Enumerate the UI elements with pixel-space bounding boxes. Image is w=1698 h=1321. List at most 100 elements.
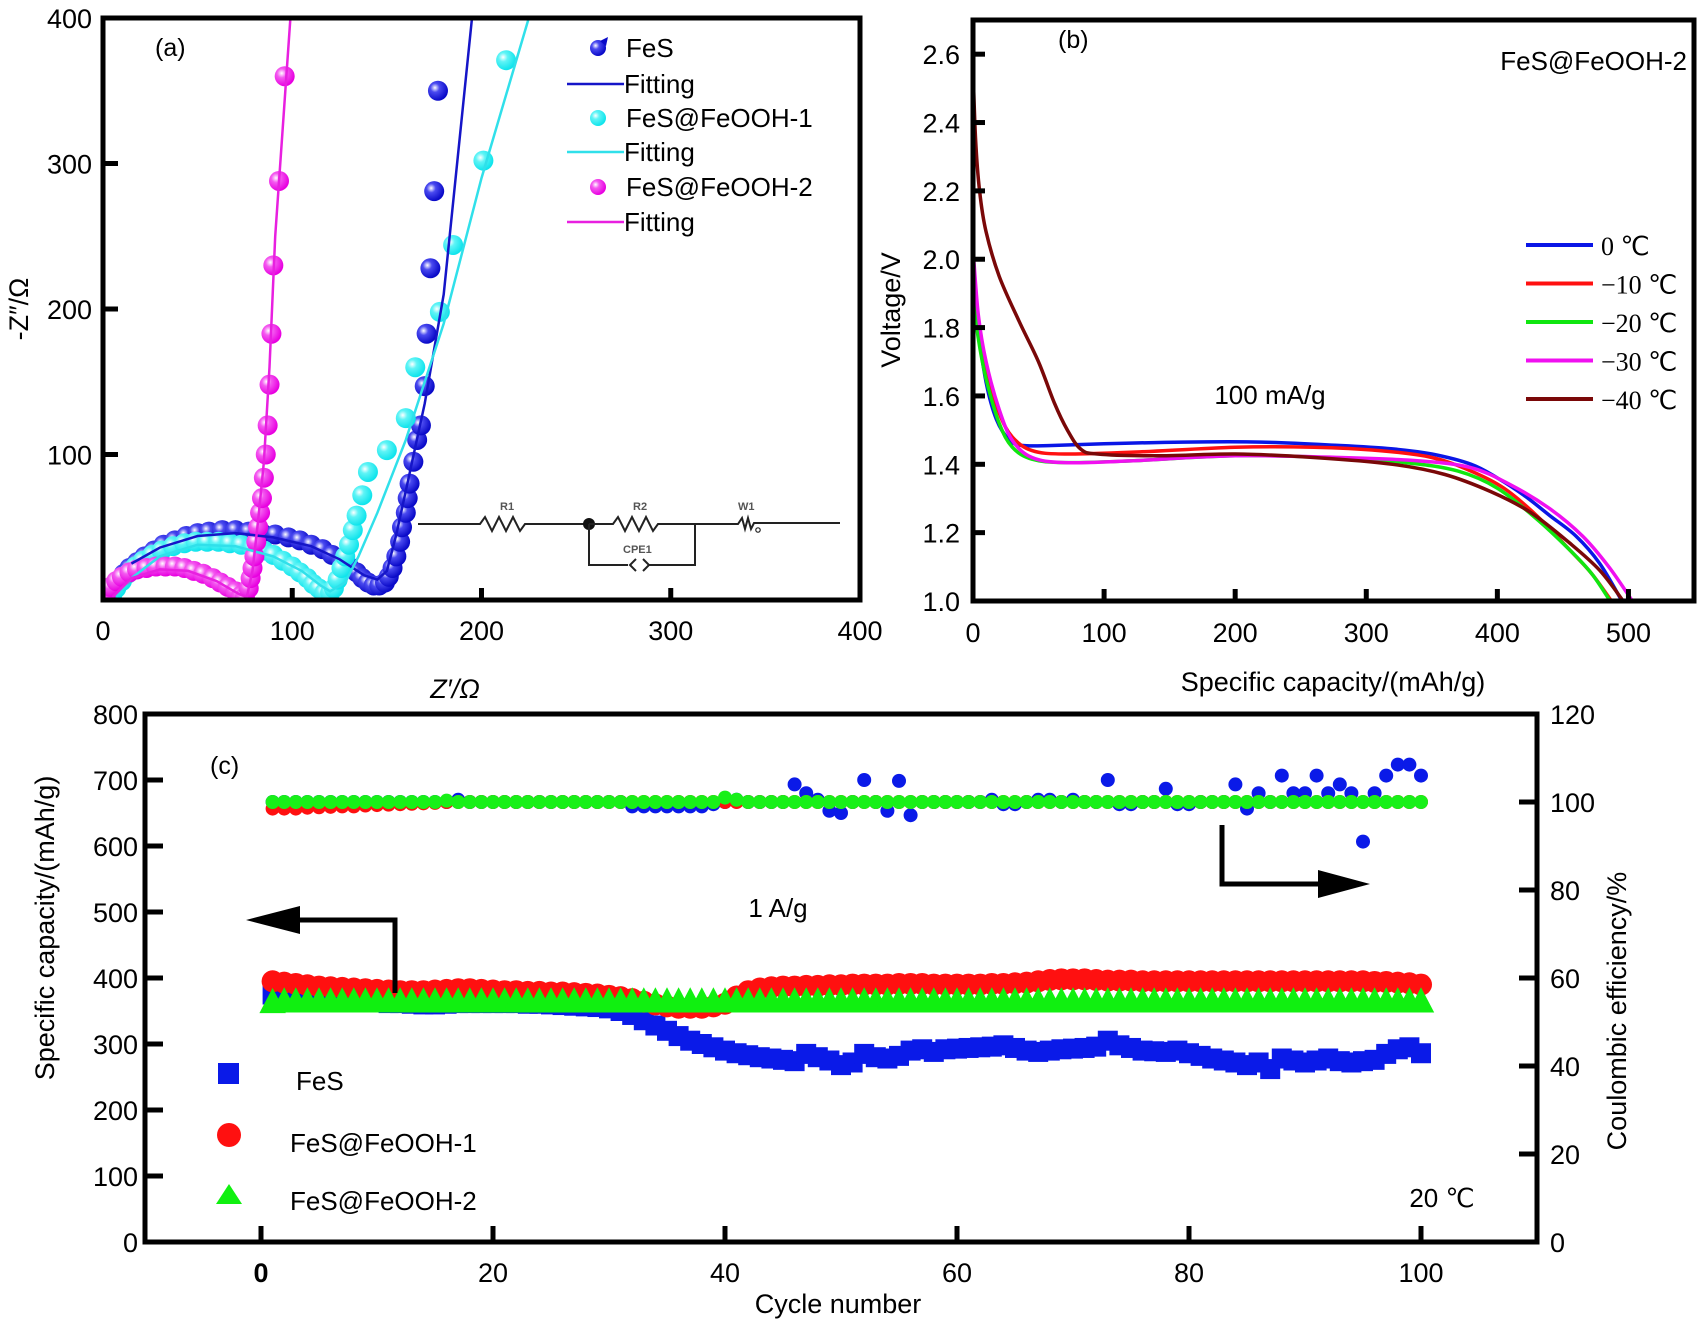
legend-marker-feooh2 [590,179,606,195]
data-point [834,806,848,820]
series-fes-feooh-1 [103,50,517,600]
data-point [1008,795,1022,809]
data-point [1019,795,1034,809]
panel-c-ylabel: Specific capacity/(mAh/g) [30,776,60,1081]
circuit-wire-cpe [588,524,696,572]
data-point [251,488,272,509]
data-point [1263,795,1278,809]
discharge-curve-40 [973,67,1625,601]
y-tick-label: 300 [93,1030,138,1060]
y-tick-label: 600 [93,832,138,862]
panel-b-label: (b) [1058,26,1089,54]
panel-c-rate-annotation: 1 A/g [748,893,807,923]
panel-b-ylabel: Voltage/V [876,252,906,368]
data-point [399,473,420,494]
data-point [404,795,419,809]
data-point [1274,795,1289,809]
data-point [474,795,489,809]
data-point [810,795,825,809]
right-axis-arrow [1219,825,1370,898]
data-point [660,795,674,809]
data-point [752,795,767,809]
panel-c-label: (c) [210,752,239,780]
discharge-curve-30 [973,248,1634,601]
data-point [868,795,883,809]
data-point [255,444,276,465]
legend-marker-fes [590,37,608,56]
legend-label-feooh2: FeS@FeOOH-2 [626,172,813,202]
data-point [323,795,338,809]
data-point [370,795,384,809]
y-tick-label: 800 [93,700,138,730]
data-point [555,795,570,809]
y-tick-label: 200 [47,295,92,325]
data-point [1158,795,1173,809]
y2-tick-label: 80 [1550,876,1580,906]
panel-a-xlabel: Z′/Ω [429,674,480,704]
data-point [1414,768,1428,783]
data-point [1332,795,1347,809]
y-tick-label: 400 [93,964,138,994]
data-point [509,795,524,809]
data-point [776,795,790,809]
data-point [1240,795,1254,809]
y-tick-label: 1.4 [922,450,960,480]
data-point [950,795,964,809]
data-point [1124,795,1138,809]
legend-label-10: −10 ℃ [1601,271,1677,300]
data-point [439,793,454,808]
panel-c-cycling: 0 20 40 60 80 100 0 100 200 300 400 500 600 700 800 0 20… [30,700,1632,1319]
x-tick-label: 100 [1398,1258,1443,1288]
y-tick-label: 500 [93,898,138,928]
legend-label-0: 0 ℃ [1601,232,1650,261]
data-point [706,795,721,809]
panel-b-xlabel: Specific capacity/(mAh/g) [1181,667,1486,697]
data-point [496,50,517,71]
y-tick-label: 2.0 [922,245,960,275]
y-tick-label: 700 [93,766,138,796]
data-point [1402,757,1417,772]
data-point [346,795,361,809]
legend-label-c-feooh2: FeS@FeOOH-2 [290,1186,477,1216]
data-point [1031,795,1046,809]
data-point [1344,795,1359,809]
legend-marker-feooh1 [590,110,606,126]
equivalent-circuit-inset: R1 R2 CPE1 W1 [418,501,840,572]
data-point [787,795,802,809]
y-tick-label: 1.8 [922,314,960,344]
data-point [428,795,442,809]
data-point [1216,795,1231,809]
data-point [892,773,906,788]
data-point [352,485,373,506]
panel-a-label: (a) [155,34,186,62]
legend-label-fes: FeS [626,33,674,63]
data-point [903,808,918,823]
panel-c-legend: FeS FeS@FeOOH-1 FeS@FeOOH-2 [216,1063,477,1216]
data-point [443,234,464,255]
circuit-label-cpe1: CPE1 [623,544,652,556]
data-point [1274,768,1289,783]
y2-tick-label: 120 [1550,700,1595,730]
ce-series-fes-feooh-2 [265,790,1428,809]
data-point [532,795,547,809]
panel-c-ticks: 0 20 40 60 80 100 0 100 200 300 400 500 600 700 800 0 20… [93,700,1595,1288]
x-tick-label: 60 [942,1258,972,1288]
data-point [520,795,535,809]
x-tick-label: 80 [1174,1258,1204,1288]
legend-label-20: −20 ℃ [1601,309,1677,338]
data-point [984,795,999,809]
capacity-series-fes-feooh-2 [259,987,1435,1014]
data-point [1298,795,1312,809]
data-point [671,795,686,809]
y-tick-label: 1.2 [922,519,960,549]
data-point [845,795,860,809]
y-tick-label: 200 [93,1096,138,1126]
panel-b-discharge: 0 100 200 300 400 500 1.0 1.2 1.4 1.6 1.8 2.0 2.2 2.4… [876,17,1697,697]
data-point [257,415,278,436]
data-point [1251,795,1266,809]
y-tick-label: 2.6 [922,40,960,70]
x-tick-label: 400 [837,616,882,646]
x-tick-label: 20 [478,1258,508,1288]
legend-label-40: −40 ℃ [1601,386,1677,415]
